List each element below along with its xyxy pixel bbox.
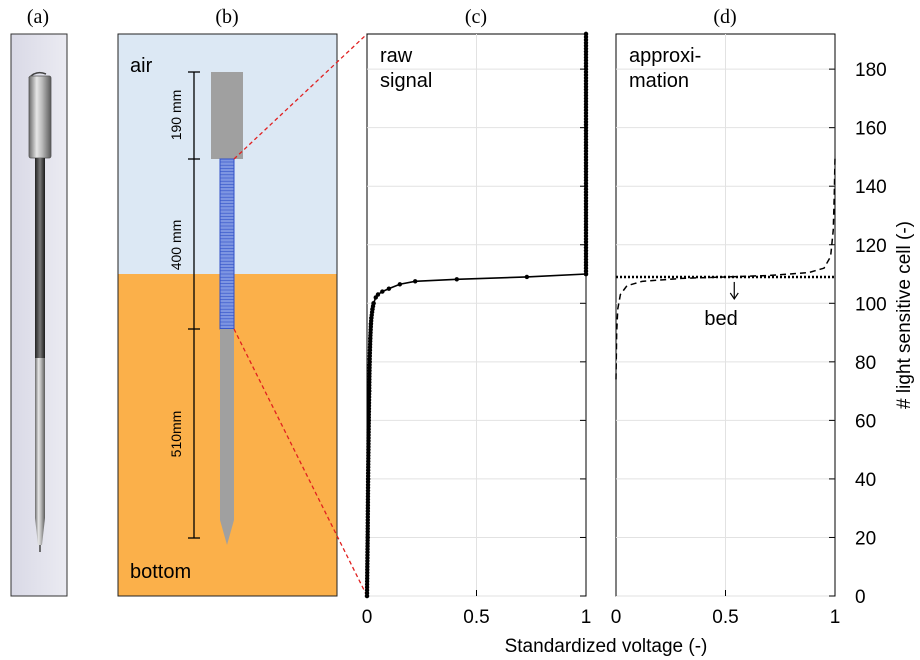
x-tick-label: 1 bbox=[830, 607, 841, 628]
x-tick-label: 0 bbox=[611, 607, 622, 628]
y-tick-label: 120 bbox=[855, 236, 887, 257]
y-tick-label: 80 bbox=[855, 353, 876, 374]
y-tick-label: 0 bbox=[855, 587, 866, 608]
data-point bbox=[397, 282, 403, 287]
probe-tip bbox=[220, 520, 234, 545]
panel-label-d: (d) bbox=[713, 6, 736, 28]
y-tick-label: 180 bbox=[855, 60, 887, 81]
data-point bbox=[375, 292, 381, 297]
panel-label-a: (a) bbox=[27, 6, 49, 28]
probe-photo bbox=[10, 33, 68, 597]
x-tick-label: 1 bbox=[581, 607, 592, 628]
x-tick-label: 0.5 bbox=[463, 607, 489, 628]
dim-400: 400 mm bbox=[168, 220, 184, 271]
y-tick-label: 160 bbox=[855, 119, 887, 140]
probe-schematic: air bottom 190 mm 400 mm 510mm bbox=[117, 33, 368, 597]
panel-label-b: (b) bbox=[215, 6, 238, 28]
panel-label-c: (c) bbox=[465, 6, 487, 28]
dim-510: 510mm bbox=[168, 411, 184, 458]
bed-label: bed bbox=[704, 308, 737, 330]
probe-rod bbox=[220, 329, 234, 520]
data-point bbox=[583, 31, 589, 37]
y-axis-label: # light sensitive cell (-) bbox=[894, 221, 915, 409]
approximation-annotation: approxi- bbox=[629, 45, 701, 67]
data-point bbox=[524, 274, 530, 280]
probe-head bbox=[211, 72, 243, 159]
y-tick-label: 20 bbox=[855, 528, 876, 549]
x-tick-label: 0.5 bbox=[712, 607, 738, 628]
raw-signal-annotation: raw bbox=[380, 45, 413, 67]
plot-raw-signal: 0 0.5 1 raw signal bbox=[362, 31, 592, 628]
zoom-line-top bbox=[233, 33, 368, 160]
bottom-label: bottom bbox=[130, 561, 191, 583]
y-tick-label: 40 bbox=[855, 470, 876, 491]
y-tick-label: 60 bbox=[855, 411, 876, 432]
x-tick-label: 0 bbox=[362, 607, 373, 628]
data-point bbox=[386, 286, 392, 291]
dim-190: 190 mm bbox=[168, 90, 184, 141]
raw-signal-markers bbox=[364, 31, 589, 599]
bed-arrow-head bbox=[729, 292, 739, 301]
zoom-line-bottom bbox=[233, 328, 368, 597]
air-label: air bbox=[130, 55, 153, 77]
approximation-annotation: mation bbox=[629, 70, 689, 92]
raw-signal-annotation: signal bbox=[380, 70, 432, 92]
data-point bbox=[412, 279, 418, 284]
data-point bbox=[380, 289, 385, 294]
data-point bbox=[371, 301, 376, 306]
data-point bbox=[454, 277, 459, 282]
y-tick-label: 100 bbox=[855, 294, 887, 315]
plot-approximation: 0 0.5 1020406080100120140160180approxi-mat… bbox=[611, 33, 887, 628]
y-tick-label: 140 bbox=[855, 177, 887, 198]
x-axis-label: Standardized voltage (-) bbox=[505, 636, 708, 657]
